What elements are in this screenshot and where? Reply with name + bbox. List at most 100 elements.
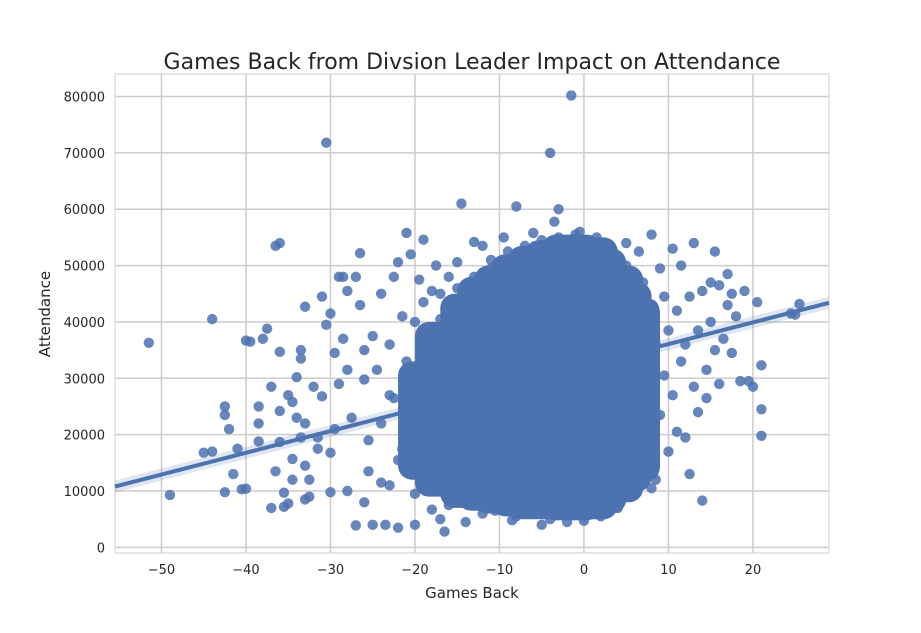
chart-title: Games Back from Divsion Leader Impact on… [164,50,781,75]
data-point [722,268,733,280]
data-point [219,486,231,498]
data-point [333,378,345,390]
data-point [274,405,285,417]
data-point [659,291,670,302]
x-tick-label: −20 [401,563,428,578]
data-point [675,356,687,367]
data-point [477,240,488,252]
y-tick-label: 40000 [64,316,105,331]
y-tick-label: 70000 [64,147,105,162]
data-point [228,468,239,480]
data-point [536,519,547,531]
data-point [350,271,362,283]
data-point [553,204,564,215]
data-point [198,447,209,458]
data-point [426,504,438,515]
data-point [751,297,763,308]
data-point [240,483,252,494]
data-point [692,406,704,418]
data-point [722,299,733,311]
data-point [409,488,421,500]
y-axis-label: Attendance [36,271,54,357]
x-tick-label: −40 [232,563,259,578]
data-point [667,243,678,254]
data-point [367,330,378,342]
data-point [718,333,729,345]
data-point [354,248,366,259]
data-point [675,260,687,271]
data-point [325,486,336,498]
data-point [232,443,243,454]
data-point [392,257,404,268]
data-point [688,381,700,392]
data-point [329,347,340,359]
data-points [143,90,805,537]
data-point [671,305,683,316]
data-point [253,418,264,429]
data-point [384,390,395,401]
data-point [756,404,767,415]
data-point [143,337,154,349]
x-tick-label: −50 [148,563,175,578]
data-point [308,381,319,392]
data-point [756,430,767,441]
data-point [359,497,370,508]
y-tick-label: 80000 [64,91,105,106]
data-point [244,336,256,347]
data-point [468,236,480,248]
data-point [528,227,539,239]
data-point [659,370,670,381]
data-point [709,246,721,257]
data-point [359,344,370,356]
data-point [287,396,298,408]
data-point [443,271,454,283]
y-tick-label: 50000 [64,260,105,275]
data-point [164,489,176,501]
data-point [312,443,323,454]
data-point [697,495,708,506]
y-tick-label: 0 [97,541,105,556]
data-point [375,418,387,429]
x-tick-label: −10 [486,563,513,578]
data-point [671,426,683,438]
data-point [456,198,467,209]
data-point [266,502,277,514]
data-point [667,390,678,401]
data-point [409,519,421,531]
data-point [794,298,805,310]
data-point [266,381,277,392]
data-point [426,285,438,297]
data-point [430,260,442,271]
data-point [337,333,349,345]
data-point [713,280,725,291]
data-point [401,227,412,239]
y-tick-label: 10000 [64,485,105,500]
data-point [223,423,235,435]
x-tick-label: −30 [317,563,344,578]
data-point [321,319,332,330]
data-point [511,201,522,212]
data-point [299,301,311,312]
data-point [299,494,311,505]
data-point [274,346,285,358]
data-point [663,325,674,336]
regression-line-group [114,300,830,489]
data-point [646,482,657,494]
data-point [498,232,509,243]
data-point [359,374,370,385]
data-point [747,381,759,392]
data-point [549,216,560,227]
data-point [705,316,716,328]
data-point [321,137,332,148]
regression-line [114,300,830,489]
y-tick-label: 60000 [64,203,105,218]
data-point [384,480,395,491]
tick-labels: −50 −40 −30 −20 −10 0 10 20 0 10000 20000 30000 4000… [64,91,762,578]
data-point [291,412,302,423]
data-point [739,285,750,297]
data-point [274,237,285,249]
data-point [388,271,400,283]
data-point [316,291,328,302]
data-point [435,513,446,525]
